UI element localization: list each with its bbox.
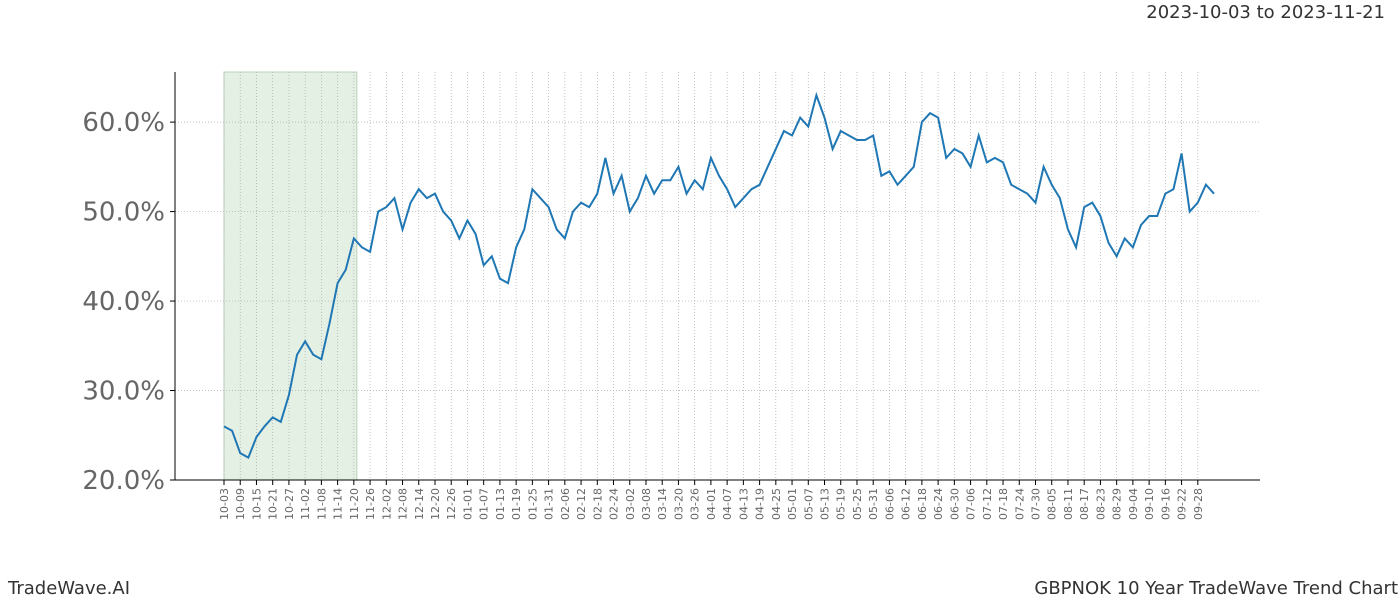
x-tick-label: 03-20 xyxy=(672,488,685,520)
x-tick-label: 07-06 xyxy=(965,488,978,520)
subtitle: 2023-10-03 to 2023-11-21 xyxy=(1146,2,1385,23)
x-tick-label: 03-26 xyxy=(689,488,702,520)
x-tick-label: 10-21 xyxy=(267,488,280,520)
x-tick-label: 08-17 xyxy=(1078,488,1091,520)
x-tick-label: 05-31 xyxy=(867,488,880,520)
x-tick-label: 02-12 xyxy=(575,488,588,520)
x-tick-label: 07-30 xyxy=(1030,488,1043,520)
x-tick-label: 11-20 xyxy=(348,488,361,520)
x-tick-label: 09-28 xyxy=(1192,488,1205,520)
x-tick-label: 01-31 xyxy=(543,488,556,520)
data-line xyxy=(223,91,1215,460)
x-tick-label: 04-19 xyxy=(754,488,767,520)
x-tick-label: 09-10 xyxy=(1143,488,1156,520)
x-tick-label: 01-01 xyxy=(461,488,474,520)
x-tick-label: 04-13 xyxy=(737,488,750,520)
x-tick-label: 08-29 xyxy=(1111,488,1124,520)
x-tick-label: 02-24 xyxy=(608,488,621,520)
x-tick-label: 02-06 xyxy=(559,488,572,520)
x-tick-label: 05-13 xyxy=(819,488,832,520)
x-tick-label: 05-19 xyxy=(835,488,848,520)
x-tick-label: 09-04 xyxy=(1127,488,1140,520)
x-tick-label: 07-12 xyxy=(981,488,994,520)
x-tick-label: 04-07 xyxy=(721,488,734,520)
y-tick-label: 60.0% xyxy=(82,108,165,138)
x-tick-label: 08-11 xyxy=(1062,488,1075,520)
x-tick-label: 06-30 xyxy=(948,488,961,520)
x-tick-label: 12-14 xyxy=(413,488,426,520)
x-tick-label: 11-08 xyxy=(315,488,328,520)
x-tick-label: 10-27 xyxy=(283,488,296,520)
x-tick-label: 08-23 xyxy=(1094,488,1107,520)
y-tick-label: 20.0% xyxy=(82,466,165,496)
x-tick-label: 10-03 xyxy=(218,488,231,520)
x-tick-label: 09-22 xyxy=(1176,488,1189,520)
x-tick-label: 12-02 xyxy=(380,488,393,520)
x-tick-label: 03-02 xyxy=(624,488,637,520)
x-tick-label: 01-07 xyxy=(478,488,491,520)
x-tick-label: 11-26 xyxy=(364,488,377,520)
x-tick-label: 03-08 xyxy=(640,488,653,520)
x-tick-label: 12-20 xyxy=(429,488,442,520)
x-tick-label: 10-15 xyxy=(250,488,263,520)
x-tick-label: 06-06 xyxy=(883,488,896,520)
x-tick-label: 08-05 xyxy=(1046,488,1059,520)
x-tick-label: 01-19 xyxy=(510,488,523,520)
x-tick-label: 11-14 xyxy=(332,488,345,520)
x-tick-label: 01-25 xyxy=(526,488,539,520)
footer-left: TradeWave.AI xyxy=(7,578,130,599)
x-tick-label: 04-01 xyxy=(705,488,718,520)
x-tick-label: 07-18 xyxy=(997,488,1010,520)
y-tick-label: 50.0% xyxy=(82,198,165,228)
x-tick-label: 06-12 xyxy=(900,488,913,520)
x-tick-label: 12-26 xyxy=(445,488,458,520)
y-tick-label: 30.0% xyxy=(82,377,165,407)
x-tick-label: 11-02 xyxy=(299,488,312,520)
x-tick-label: 10-09 xyxy=(234,488,247,520)
x-tick-label: 06-24 xyxy=(932,488,945,520)
plot: 10-03 10-09 10-15 10-21 10-27 11-02 11-08 11-14… xyxy=(82,71,1260,520)
x-tick-label: 05-07 xyxy=(802,488,815,520)
x-tick-label: 07-24 xyxy=(1013,488,1026,520)
x-tick-label: 02-18 xyxy=(591,488,604,520)
footer-right: GBPNOK 10 Year TradeWave Trend Chart xyxy=(1034,578,1398,599)
x-tick-label: 05-25 xyxy=(851,488,864,520)
y-tick-label: 40.0% xyxy=(82,287,165,317)
x-tick-label: 12-08 xyxy=(397,488,410,520)
x-tick-label: 09-16 xyxy=(1159,488,1172,520)
highlight-band xyxy=(223,71,358,481)
x-tick-label: 04-25 xyxy=(770,488,783,520)
x-tick-label: 03-14 xyxy=(656,488,669,520)
x-tick-label: 01-13 xyxy=(494,488,507,520)
x-tick-label: 05-01 xyxy=(786,488,799,520)
x-tick-label: 06-18 xyxy=(916,488,929,520)
